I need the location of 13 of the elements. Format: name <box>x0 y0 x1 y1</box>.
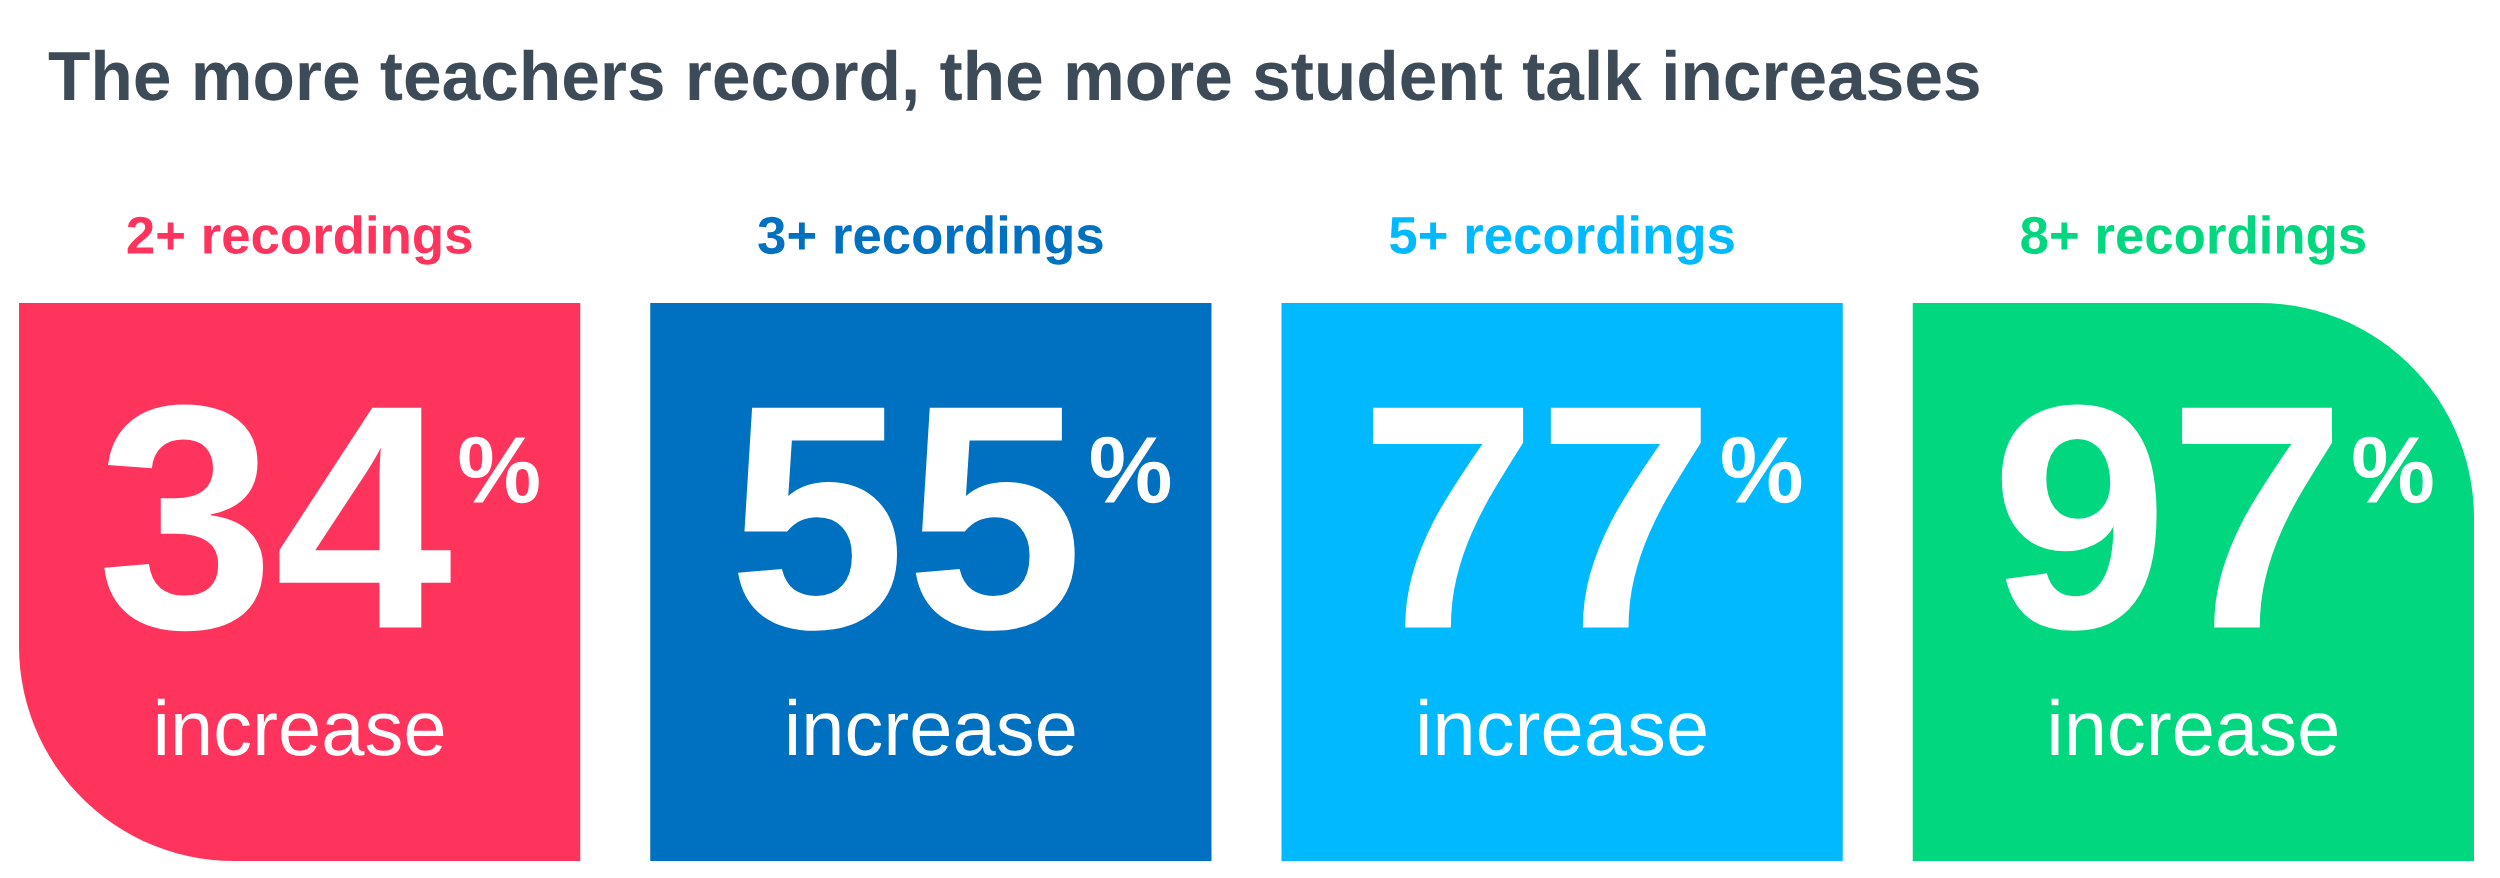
category-label: 3+ recordings <box>758 215 1103 265</box>
text: increase <box>2051 698 2337 756</box>
text: increase <box>157 698 444 756</box>
category-label: 2+ recordings <box>127 215 472 265</box>
category-label: 5+ recordings <box>1389 215 1734 265</box>
data-label: 34% <box>104 404 539 632</box>
data-label: 55% <box>738 407 1171 631</box>
text: increase <box>1420 698 1706 756</box>
data-label: 97% <box>2001 404 2433 631</box>
text: The more teachers record, the more student talk increases <box>48 49 1979 111</box>
data-label: 77% <box>1373 407 1802 628</box>
category-label: 8+ recordings <box>2021 215 2366 265</box>
text: increase <box>789 698 1075 756</box>
